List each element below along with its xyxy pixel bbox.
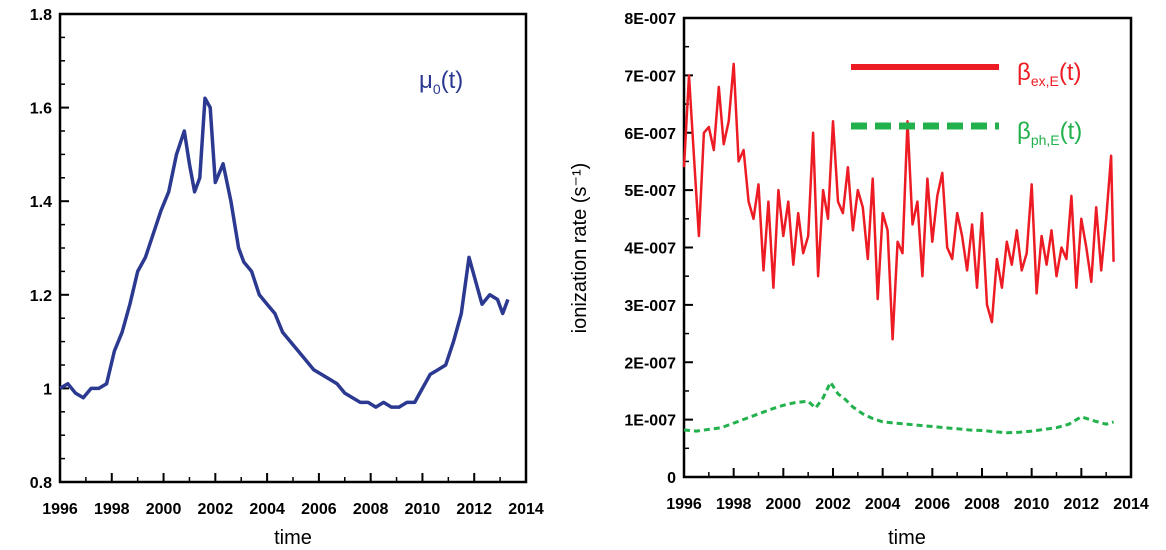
right-ticks: 1996 1998 2000 2002 2004 2006 2008 2010 2012 2014… — [624, 11, 1148, 513]
right-y-tick-label: 7E-007 — [624, 68, 676, 85]
right-y-tick-label: 4E-007 — [624, 241, 676, 258]
right-y-tick-label: 3E-007 — [624, 298, 676, 315]
right-y-tick-label: 0 — [667, 470, 676, 487]
right-series-line-0 — [682, 62, 1115, 341]
right-series-line-1 — [683, 380, 1115, 435]
right-panel: 1996 1998 2000 2002 2004 2006 2008 2010 2012 2014… — [569, 11, 1149, 549]
right-x-tick-label: 2014 — [1113, 496, 1149, 513]
left-y-tick-label: 0.8 — [30, 475, 52, 492]
right-series — [682, 62, 1115, 435]
left-x-tick-label: 2010 — [405, 501, 441, 518]
right-y-axis-label: ionization rate (s⁻¹) — [569, 163, 591, 334]
legend-ph-suffix: (t) — [1060, 118, 1083, 145]
left-y-tick-label: 1.4 — [30, 194, 52, 211]
right-y-tick-label: 5E-007 — [624, 183, 676, 200]
right-y-tick-label: 8E-007 — [624, 11, 676, 28]
left-series-line-0 — [59, 96, 510, 409]
right-plot-frame — [682, 16, 1133, 479]
left-x-tick-label: 2004 — [249, 501, 285, 518]
left-x-tick-label: 2000 — [146, 501, 182, 518]
left-legend-label: μ0(t) — [419, 67, 463, 97]
left-x-axis-label: time — [274, 527, 312, 549]
right-y-tick-label: 2E-007 — [624, 355, 676, 372]
legend-ph-symbol: β — [1017, 118, 1031, 145]
legend-ph-label: βph,E(t) — [1017, 118, 1082, 148]
right-x-tick-label: 2002 — [815, 496, 851, 513]
right-x-tick-label: 2004 — [865, 496, 901, 513]
left-x-tick-label: 2006 — [301, 501, 337, 518]
left-y-tick-label: 1 — [43, 381, 52, 398]
legend-ex-symbol: β — [1017, 59, 1031, 86]
right-x-tick-label: 2012 — [1064, 496, 1100, 513]
legend-mu-suffix: (t) — [441, 67, 464, 94]
left-x-tick-label: 2014 — [508, 501, 544, 518]
right-y-tick-label: 6E-007 — [624, 126, 676, 143]
left-x-tick-label: 1998 — [94, 501, 130, 518]
right-x-tick-label: 2000 — [766, 496, 802, 513]
right-x-tick-label: 1996 — [666, 496, 702, 513]
right-x-axis-label: time — [888, 527, 926, 549]
left-y-tick-label: 1.2 — [30, 288, 52, 305]
left-x-tick-label: 2002 — [198, 501, 234, 518]
left-ticks: 1996 1998 2000 2002 2004 2006 2008 2010 2012 2014… — [30, 7, 544, 518]
left-x-tick-label: 2008 — [353, 501, 389, 518]
legend-mu-sub: 0 — [433, 81, 441, 97]
left-x-tick-label: 2012 — [456, 501, 492, 518]
left-series — [59, 96, 510, 409]
left-x-tick-label: 1996 — [42, 501, 78, 518]
left-y-tick-label: 1.6 — [30, 101, 52, 118]
legend-ph-sub: ph,E — [1031, 132, 1060, 148]
legend-ex-label: βex,E(t) — [1017, 59, 1081, 89]
right-x-tick-label: 2006 — [915, 496, 951, 513]
legend-ex-suffix: (t) — [1059, 59, 1082, 86]
legend-mu-symbol: μ — [419, 67, 433, 94]
legend-ex-sub: ex,E — [1031, 73, 1059, 89]
left-panel: 1996 1998 2000 2002 2004 2006 2008 2010 2012 2014… — [30, 7, 544, 549]
left-y-tick-label: 1.8 — [30, 7, 52, 24]
right-y-tick-label: 1E-007 — [624, 413, 676, 430]
right-x-tick-label: 1998 — [716, 496, 752, 513]
right-x-tick-label: 2010 — [1014, 496, 1050, 513]
right-x-tick-label: 2008 — [964, 496, 1000, 513]
